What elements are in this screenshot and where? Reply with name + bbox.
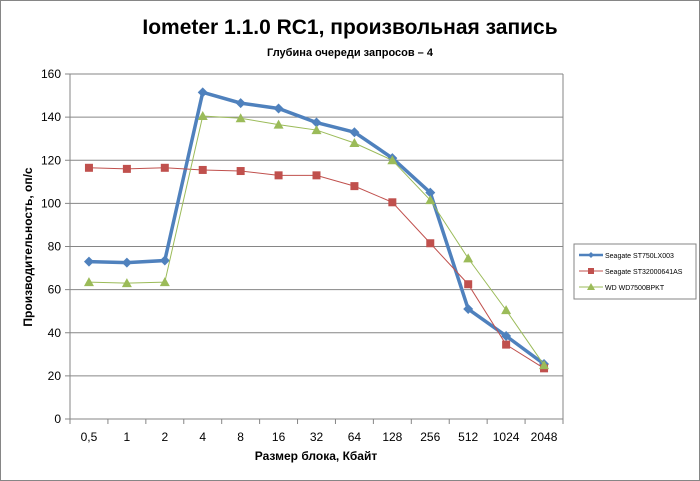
legend-label: Seagate ST32000641AS: [605, 269, 683, 276]
legend-label: Seagate ST750LX003: [605, 253, 674, 260]
y-tick-label: 120: [41, 153, 61, 167]
data-point: [198, 165, 207, 174]
data-point: [501, 330, 512, 341]
y-tick-label: 40: [48, 326, 62, 340]
x-tick-label: 256: [420, 430, 440, 444]
data-point: [159, 277, 170, 287]
x-tick-label: 4: [199, 430, 206, 444]
data-point: [121, 278, 132, 288]
data-point: [121, 257, 132, 268]
x-tick-label: 1: [124, 430, 131, 444]
x-tick-label: 0,5: [81, 430, 98, 444]
chart-title: Iometer 1.1.0 RC1, произвольная запись: [142, 16, 557, 39]
data-point: [425, 187, 436, 198]
data-point: [235, 113, 246, 123]
data-point: [501, 305, 512, 315]
legend-marker: [588, 252, 594, 258]
y-tick-label: 100: [41, 196, 61, 210]
series-line: [88, 115, 545, 366]
legend-label: WD WD7500BPKT: [605, 285, 665, 292]
y-axis-label: Производительность, оп/с: [21, 167, 35, 326]
data-point: [539, 360, 550, 370]
data-point: [83, 277, 94, 287]
y-tick-label: 60: [48, 283, 62, 297]
x-tick-label: 1024: [493, 430, 520, 444]
data-point: [387, 155, 398, 165]
data-point: [122, 164, 131, 173]
x-tick-label: 128: [382, 430, 402, 444]
chart-subtitle: Глубина очереди запросов – 4: [267, 47, 434, 59]
data-point: [464, 280, 473, 289]
data-point: [388, 198, 397, 207]
x-tick-label: 2: [161, 430, 168, 444]
x-tick-label: 8: [237, 430, 244, 444]
data-point: [349, 127, 360, 138]
data-point: [236, 167, 245, 176]
data-point: [311, 125, 322, 135]
data-point: [83, 256, 94, 267]
data-point: [425, 195, 436, 205]
data-point: [159, 255, 170, 266]
data-point: [502, 340, 511, 349]
data-point: [312, 171, 321, 180]
data-point: [160, 163, 169, 172]
y-tick-label: 20: [48, 369, 62, 383]
data-point: [274, 171, 283, 180]
data-point: [84, 163, 93, 172]
data-point: [273, 103, 284, 114]
data-point: [463, 253, 474, 263]
legend: Seagate ST750LX003 Seagate ST32000641AS WD…: [573, 243, 697, 300]
y-tick-label: 140: [41, 110, 61, 124]
x-tick-label: 2048: [531, 430, 558, 444]
data-point: [426, 239, 435, 248]
data-point: [350, 182, 359, 191]
legend-marker: [587, 283, 595, 290]
y-tick-label: 0: [54, 412, 61, 426]
x-axis-label: Размер блока, Кбайт: [255, 449, 378, 463]
data-point: [235, 98, 246, 109]
data-point: [197, 111, 208, 121]
series-1: [84, 163, 549, 373]
x-tick-label: 32: [310, 430, 324, 444]
y-tick-label: 80: [48, 240, 62, 254]
data-point: [463, 304, 474, 315]
x-tick-label: 512: [458, 430, 478, 444]
data-point: [349, 138, 360, 147]
data-point: [197, 87, 208, 98]
data-point: [311, 117, 322, 128]
y-tick-label: 160: [41, 67, 61, 81]
series-2: [83, 111, 550, 370]
legend-marker: [588, 268, 594, 274]
x-tick-label: 16: [272, 430, 286, 444]
data-point: [273, 119, 284, 129]
x-tick-label: 64: [348, 430, 362, 444]
